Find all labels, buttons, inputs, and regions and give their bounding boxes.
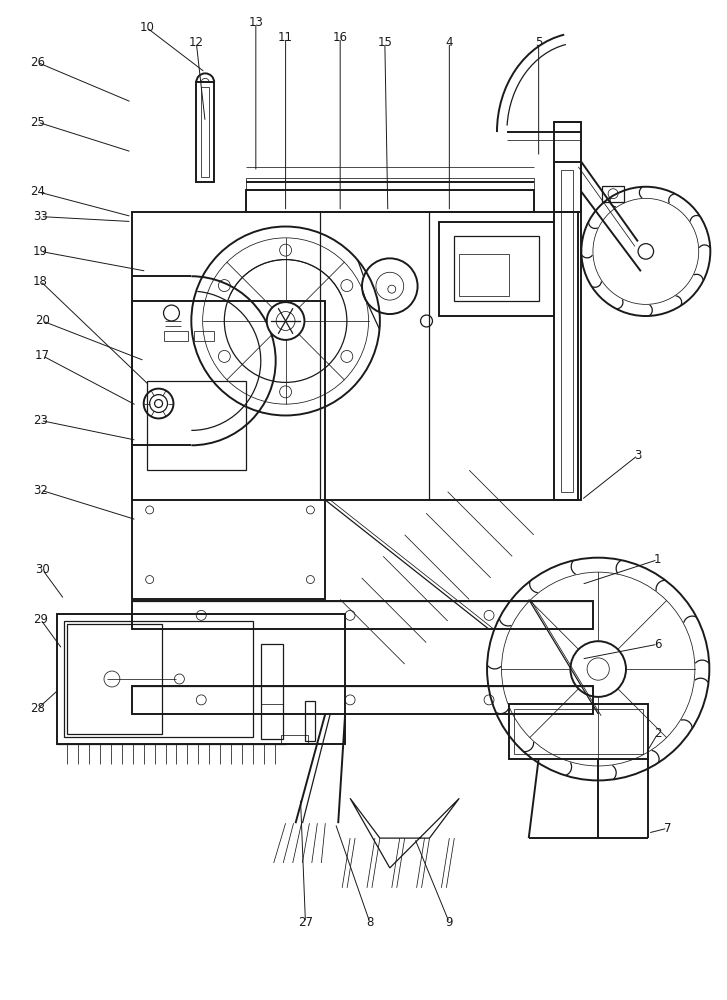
Text: 27: 27 [298, 916, 313, 929]
Text: 13: 13 [249, 16, 263, 29]
Bar [132, 212, 579, 500]
Bar [64, 621, 253, 737]
Bar [164, 331, 188, 341]
Circle shape [571, 641, 626, 697]
Bar [305, 701, 316, 741]
Text: 29: 29 [33, 613, 48, 626]
Bar [147, 381, 246, 470]
Circle shape [155, 400, 163, 408]
Text: 18: 18 [33, 275, 48, 288]
Text: 3: 3 [634, 449, 641, 462]
Bar [132, 601, 593, 629]
Bar [602, 186, 624, 202]
Text: 24: 24 [30, 185, 45, 198]
Circle shape [267, 302, 305, 340]
Bar [514, 709, 643, 754]
Text: 9: 9 [446, 916, 453, 929]
Text: 1: 1 [654, 553, 662, 566]
Text: 11: 11 [278, 31, 293, 44]
Text: 19: 19 [33, 245, 48, 258]
Bar [194, 331, 214, 341]
Text: 7: 7 [664, 822, 672, 835]
Bar [201, 87, 209, 177]
Bar [57, 614, 345, 744]
Bar [459, 254, 509, 296]
Text: 8: 8 [366, 916, 374, 929]
Bar [553, 122, 582, 212]
Text: 23: 23 [33, 414, 48, 427]
Bar [132, 301, 325, 599]
Bar [246, 190, 534, 212]
Bar [509, 704, 648, 759]
Text: 15: 15 [377, 36, 393, 49]
Bar [246, 178, 534, 190]
Text: 26: 26 [30, 56, 45, 69]
Text: 2: 2 [654, 727, 662, 740]
Text: 25: 25 [30, 116, 45, 129]
Bar [454, 236, 539, 301]
Bar [132, 686, 593, 714]
Text: 28: 28 [30, 702, 45, 715]
Text: 10: 10 [140, 21, 154, 34]
Text: 33: 33 [33, 210, 48, 223]
Bar [281, 735, 308, 743]
Bar [561, 170, 574, 492]
Text: 6: 6 [654, 638, 662, 651]
Text: 17: 17 [35, 349, 50, 362]
Text: 4: 4 [446, 36, 453, 49]
Bar [68, 624, 161, 734]
Text: 5: 5 [535, 36, 542, 49]
Bar [196, 82, 214, 182]
Text: 32: 32 [33, 484, 48, 497]
Bar [261, 644, 283, 739]
Text: 20: 20 [35, 314, 50, 328]
Bar [439, 222, 553, 316]
Text: 16: 16 [333, 31, 348, 44]
Circle shape [638, 244, 654, 259]
Text: 12: 12 [189, 36, 204, 49]
Bar [553, 162, 582, 500]
Text: 30: 30 [35, 563, 50, 576]
